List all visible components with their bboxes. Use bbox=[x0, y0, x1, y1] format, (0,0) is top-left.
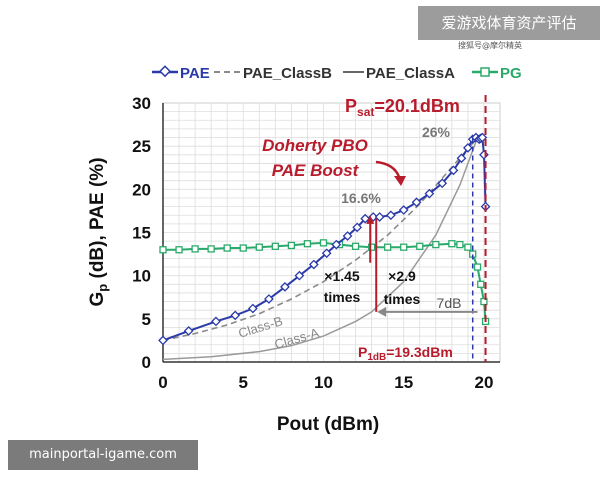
series-pae-point bbox=[448, 165, 459, 176]
pbo-pae-label: 16.6% bbox=[341, 190, 381, 206]
series-pae-point bbox=[411, 197, 422, 208]
y-tick-label: 25 bbox=[132, 137, 151, 156]
series-pg-point bbox=[239, 244, 247, 252]
psat-label-subscript: sat bbox=[357, 105, 374, 119]
series-pg-point bbox=[367, 243, 376, 251]
legend-pg-marker bbox=[480, 67, 490, 77]
series-pae-point bbox=[183, 326, 194, 336]
doherty-arrow-head bbox=[394, 176, 406, 186]
series-pae-point bbox=[211, 316, 221, 327]
series-pg-point bbox=[432, 240, 440, 249]
series-pae-point bbox=[456, 153, 467, 164]
watermark-subtitle: 搜狐号@摩尔精英 bbox=[458, 41, 522, 50]
series-pg-point bbox=[477, 280, 485, 288]
ratio-classa-label-line1: ×2.9 bbox=[388, 268, 416, 284]
series-pg-point bbox=[416, 242, 424, 250]
ratio-arrow-head bbox=[366, 215, 375, 224]
x-axis-title: Pout (dBm) bbox=[277, 414, 379, 435]
y-tick-label: 15 bbox=[132, 224, 151, 243]
series-pae-point bbox=[158, 335, 168, 346]
series-pg-point bbox=[271, 242, 279, 250]
series-pae-point bbox=[331, 239, 342, 250]
x-tick-label: 5 bbox=[239, 373, 248, 392]
series-pae-point bbox=[280, 282, 290, 292]
series-pae-point bbox=[477, 132, 488, 143]
series-pg-point bbox=[319, 239, 328, 247]
series-pae-point bbox=[294, 270, 305, 281]
psat-label-value: =20.1dBm bbox=[374, 96, 460, 116]
p1db-label-subscript: 1dB bbox=[367, 352, 386, 363]
y-axis-title: Gp (dB), PAE (%) bbox=[87, 157, 110, 306]
series-pae-point bbox=[352, 222, 363, 233]
series-pae-point bbox=[385, 210, 396, 221]
watermark-bottom: mainportal-igame.com bbox=[8, 440, 198, 470]
legend-pg-label: PG bbox=[500, 65, 522, 82]
series-pae-point bbox=[308, 259, 319, 270]
series-pg-point bbox=[159, 246, 167, 254]
x-tick-label: 0 bbox=[158, 373, 167, 392]
y-axis-title-subscript: p bbox=[95, 284, 110, 292]
series-pg-point bbox=[191, 245, 199, 253]
series-pae-point bbox=[360, 213, 371, 224]
p1db-label-value: =19.3dBm bbox=[386, 344, 453, 360]
series-pae-point bbox=[398, 205, 409, 215]
peak-pae-label: 26% bbox=[422, 124, 451, 140]
series-classb-line bbox=[162, 136, 479, 342]
series-pae-point bbox=[264, 294, 274, 304]
series-pg-point bbox=[456, 240, 464, 249]
y-tick-label: 20 bbox=[132, 180, 151, 199]
legend-classb-label: PAE_ClassB bbox=[243, 65, 332, 82]
series-pae-point bbox=[424, 188, 435, 199]
legend: PAE PAE_ClassB PAE_ClassA PG bbox=[152, 65, 522, 82]
series-pg-point bbox=[207, 245, 215, 253]
legend-classa-label: PAE_ClassA bbox=[366, 65, 455, 82]
ratio-classa-label-line2: times bbox=[384, 291, 421, 307]
series-pg-point bbox=[464, 243, 472, 251]
doherty-label-line2: PAE Boost bbox=[272, 161, 360, 180]
series-pg-point bbox=[351, 242, 360, 250]
doherty-label-line1: Doherty PBO bbox=[262, 136, 368, 155]
series-pg-point bbox=[400, 243, 408, 251]
axes: 0 5 10 15 20 0 5 10 15 20 25 30 bbox=[132, 94, 500, 392]
x-tick-label: 10 bbox=[314, 373, 333, 392]
series-pg-point bbox=[473, 263, 482, 271]
backoff-arrow-head bbox=[377, 306, 387, 317]
series-pae-point bbox=[342, 231, 353, 241]
series-pae-point bbox=[463, 143, 473, 153]
series-pg-point bbox=[480, 297, 488, 306]
series-pae-point bbox=[247, 303, 258, 314]
x-tick-label: 15 bbox=[394, 373, 413, 392]
legend-pae-label: PAE bbox=[180, 65, 210, 82]
ratio-classb-label-line2: times bbox=[324, 289, 361, 305]
series-pae-point bbox=[437, 178, 448, 189]
series-pae-point bbox=[374, 212, 385, 222]
y-tick-label: 0 bbox=[142, 353, 151, 372]
ratio-classb-label-line1: ×1.45 bbox=[324, 268, 360, 284]
legend-pae-marker bbox=[158, 65, 172, 78]
series-pg-point bbox=[223, 244, 231, 252]
y-tick-label: 5 bbox=[142, 310, 151, 329]
series-pg-point bbox=[255, 243, 263, 251]
y-tick-label: 30 bbox=[132, 94, 151, 113]
backoff-label: 7dB bbox=[437, 295, 462, 311]
series-pg-point bbox=[175, 246, 183, 254]
series-pae-point bbox=[230, 310, 241, 321]
series-classa-line bbox=[162, 137, 479, 361]
psat-label: Psat=20.1dBm bbox=[345, 96, 460, 119]
series-pg-point bbox=[384, 243, 392, 251]
x-tick-label: 20 bbox=[474, 373, 493, 392]
watermark-top: 爱游戏体育资产评估 bbox=[418, 6, 600, 40]
series-pae-point bbox=[321, 248, 332, 259]
y-tick-label: 10 bbox=[132, 267, 151, 286]
series-pg-point bbox=[303, 240, 312, 248]
series-pg-point bbox=[287, 241, 296, 250]
series-pg-point bbox=[448, 240, 456, 248]
